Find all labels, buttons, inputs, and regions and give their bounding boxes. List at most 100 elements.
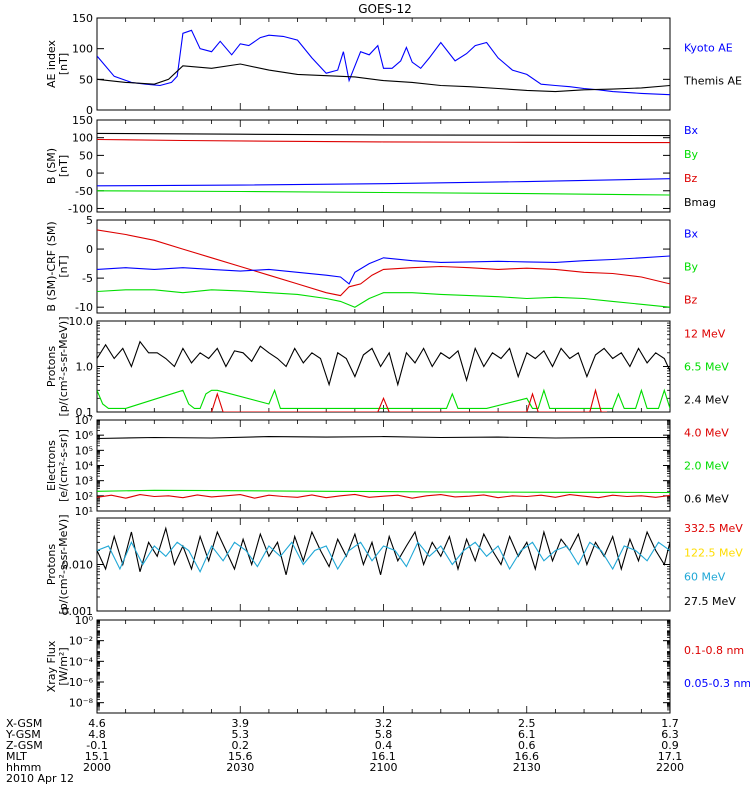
legend-entry: 2.0 MeV: [684, 460, 729, 473]
y-tick-label: 10²: [75, 490, 93, 503]
y-axis-label: Xray Flux: [45, 640, 58, 692]
y-tick-label: 10¹: [75, 505, 93, 518]
footer-value: 6.1: [518, 728, 536, 741]
y-tick-label: 0: [86, 104, 93, 117]
y-tick-label: 150: [72, 12, 93, 25]
footer-row-label: MLT: [6, 750, 27, 763]
panel-bsm: -100 -50 0 50 100 150 B (SM) [nT] Bx By Bz Bmag: [45, 114, 716, 215]
legend-entry: Bx: [684, 124, 699, 137]
series-line-bz: [97, 138, 670, 144]
legend-entry: Bx: [684, 228, 699, 241]
legend-entry: 0.1-0.8 nm: [684, 644, 744, 657]
panel-protons-low: 0.1 1.0 10.0 Protons [p/(cm²-s-sr-MeV)] 12 Me…: [45, 315, 729, 419]
legend-entry: 27.5 MeV: [684, 595, 736, 608]
series-line-bx: [97, 255, 670, 285]
footer-value: 3.9: [232, 717, 250, 730]
plot-title: GOES-12: [358, 2, 412, 16]
footer-row-label: 2010 Apr 12: [6, 772, 74, 785]
series-line-by: [97, 289, 670, 308]
y-axis-label: B (SM)-CRF (SM): [45, 221, 58, 311]
series-line-12-mev: [211, 388, 607, 412]
panel-ae: 0 50 100 150 AE index [nT] Kyoto AE Themis AE: [45, 12, 742, 117]
legend-entry: 60 MeV: [684, 571, 726, 584]
panel-frame: [96, 619, 671, 714]
y-axis-label: AE index: [45, 39, 58, 88]
footer-row-label: Z-GSM: [6, 739, 43, 752]
footer-value: 0.2: [232, 739, 250, 752]
y-axis-label: [nT]: [57, 255, 70, 277]
y-tick-label: 10³: [75, 475, 93, 488]
footer-value: -0.1: [86, 739, 107, 752]
series-line-60-mev: [97, 541, 670, 573]
footer-value: 5.8: [375, 728, 393, 741]
footer-value: 0.6: [518, 739, 536, 752]
footer-value: 4.6: [88, 717, 106, 730]
panel-frame: [96, 17, 671, 111]
legend-entry: Kyoto AE: [684, 42, 733, 55]
y-axis-label: B (SM): [45, 148, 58, 184]
footer-value: 5.3: [232, 728, 250, 741]
legend-entry: By: [684, 261, 699, 274]
legend-entry: Bmag: [684, 196, 716, 209]
series-line-by: [97, 190, 670, 196]
y-tick-label: 100: [72, 132, 93, 145]
legend-entry: 4.0 MeV: [684, 427, 729, 440]
y-axis-label: Protons: [45, 544, 58, 585]
legend-entry: 122.5 MeV: [684, 546, 743, 559]
y-axis-label: [W/m²]: [57, 647, 70, 685]
footer-value: 6.3: [661, 728, 679, 741]
y-axis-label: [nT]: [57, 53, 70, 75]
y-tick-label: 10⁻⁸: [69, 697, 94, 710]
y-tick-label: 10.0: [69, 315, 94, 328]
footer-value: 2000: [83, 761, 111, 774]
legend-entry: 6.5 MeV: [684, 361, 729, 374]
series-line-bz: [97, 229, 670, 297]
legend-entry: By: [684, 148, 699, 161]
series-line-6-5-mev: [97, 388, 670, 409]
y-tick-label: -50: [75, 185, 93, 198]
panel-electrons: 10¹ 10² 10³ 10⁴ 10⁵ 10⁶ 10⁷ Electrons [e/(cm²-s-…: [45, 414, 729, 518]
legend-entry: 0.05-0.3 nm: [684, 677, 750, 690]
panel-bdiff: -10 -5 0 5 B (SM)-CRF (SM) [nT] Bx By Bz: [45, 214, 699, 314]
y-tick-label: 10⁵: [75, 444, 93, 457]
footer-value: 3.2: [375, 717, 393, 730]
series-line-2-4-mev: [97, 340, 670, 387]
legend-entry: 2.4 MeV: [684, 394, 729, 407]
panel-protons-high: 0.001 0.010 Protons [p/(cm²-s-sr-MeV)] 332.5…: [45, 515, 743, 619]
y-tick-label: 0.001: [62, 605, 94, 618]
y-tick-label: 10⁴: [75, 460, 94, 473]
y-axis-label: [p/(cm²-s-sr-MeV)]: [57, 515, 70, 615]
y-axis-label: [e/(cm²-s-sr)]: [57, 429, 70, 502]
series-line-kyoto-ae: [97, 29, 670, 96]
footer-value: 4.8: [88, 728, 106, 741]
series-line-bmag: [97, 132, 670, 137]
y-axis-label: [nT]: [57, 155, 70, 177]
y-tick-label: 50: [79, 73, 93, 86]
legend-entry: Bz: [684, 294, 698, 307]
legend-entry: Bz: [684, 172, 698, 185]
series-line-27-5-mev: [97, 526, 670, 575]
footer-value: 2030: [226, 761, 254, 774]
footer-row-label: Y-GSM: [5, 728, 41, 741]
footer-row-label: X-GSM: [6, 717, 42, 730]
y-tick-label: 0.1: [76, 406, 94, 419]
series-line-2-0-mev: [97, 489, 670, 494]
y-tick-label: 10⁷: [75, 414, 93, 427]
footer-value: 1.7: [661, 717, 679, 730]
y-tick-label: 100: [72, 43, 93, 56]
footer-value: 15.6: [228, 750, 253, 763]
y-tick-label: 50: [79, 149, 93, 162]
y-tick-label: 10⁰: [75, 614, 94, 627]
footer-value: 16.6: [515, 750, 540, 763]
y-axis-label: Electrons: [45, 440, 58, 491]
y-tick-label: 10⁻⁶: [69, 676, 94, 689]
footer-value: 2200: [656, 761, 684, 774]
footer-value: 0.9: [661, 739, 679, 752]
footer-value: 16.1: [371, 750, 396, 763]
y-tick-label: -100: [68, 202, 93, 215]
y-axis-label: Protons: [45, 346, 58, 387]
legend-entry: 0.6 MeV: [684, 493, 729, 506]
y-axis-label: [p/(cm²-s-sr-MeV)]: [57, 317, 70, 417]
y-tick-label: -5: [82, 272, 93, 285]
